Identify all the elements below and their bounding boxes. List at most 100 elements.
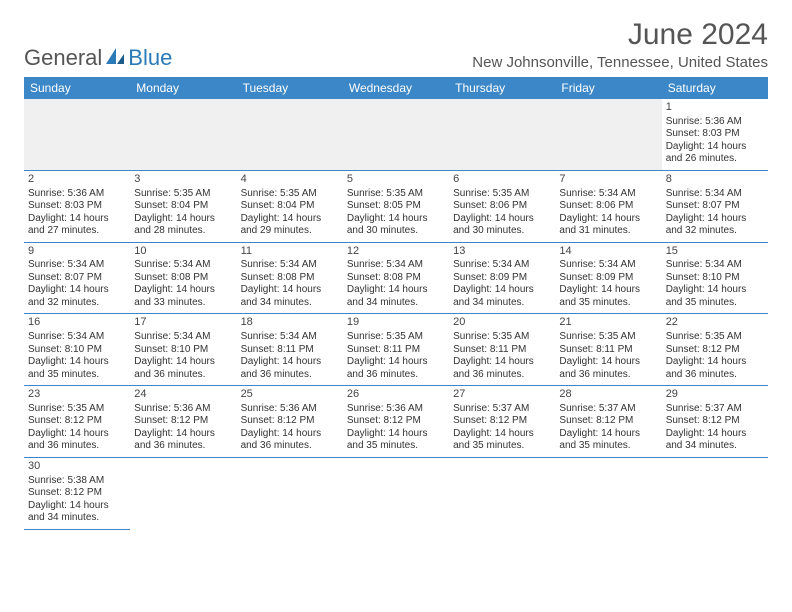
sunrise-line: Sunrise: 5:37 AM xyxy=(666,403,764,416)
calendar-row: 9Sunrise: 5:34 AMSunset: 8:07 PMDaylight… xyxy=(24,242,768,314)
calendar-cell: 6Sunrise: 5:35 AMSunset: 8:06 PMDaylight… xyxy=(449,170,555,242)
sunset-line: Sunset: 8:05 PM xyxy=(347,200,445,213)
daylight-line: Daylight: 14 hours and 36 minutes. xyxy=(134,428,232,453)
sunset-line: Sunset: 8:03 PM xyxy=(28,200,126,213)
calendar-cell xyxy=(130,99,236,170)
sunrise-line: Sunrise: 5:35 AM xyxy=(453,188,551,201)
daylight-line: Daylight: 14 hours and 31 minutes. xyxy=(559,213,657,238)
calendar-cell: 16Sunrise: 5:34 AMSunset: 8:10 PMDayligh… xyxy=(24,314,130,386)
logo-text-blue: Blue xyxy=(128,45,172,71)
calendar-cell: 28Sunrise: 5:37 AMSunset: 8:12 PMDayligh… xyxy=(555,386,661,458)
calendar-row: 30Sunrise: 5:38 AMSunset: 8:12 PMDayligh… xyxy=(24,457,768,529)
calendar-cell: 18Sunrise: 5:34 AMSunset: 8:11 PMDayligh… xyxy=(237,314,343,386)
sunrise-line: Sunrise: 5:34 AM xyxy=(666,188,764,201)
sunset-line: Sunset: 8:11 PM xyxy=(453,344,551,357)
calendar-cell: 7Sunrise: 5:34 AMSunset: 8:06 PMDaylight… xyxy=(555,170,661,242)
sunset-line: Sunset: 8:12 PM xyxy=(666,344,764,357)
sunrise-line: Sunrise: 5:34 AM xyxy=(28,331,126,344)
calendar-cell: 24Sunrise: 5:36 AMSunset: 8:12 PMDayligh… xyxy=(130,386,236,458)
location-text: New Johnsonville, Tennessee, United Stat… xyxy=(472,54,768,71)
calendar-row: 16Sunrise: 5:34 AMSunset: 8:10 PMDayligh… xyxy=(24,314,768,386)
calendar-cell: 20Sunrise: 5:35 AMSunset: 8:11 PMDayligh… xyxy=(449,314,555,386)
title-block: June 2024 New Johnsonville, Tennessee, U… xyxy=(472,18,768,71)
calendar-row: 1Sunrise: 5:36 AMSunset: 8:03 PMDaylight… xyxy=(24,99,768,170)
day-number: 27 xyxy=(453,388,551,402)
sunrise-line: Sunrise: 5:35 AM xyxy=(453,331,551,344)
calendar-cell: 13Sunrise: 5:34 AMSunset: 8:09 PMDayligh… xyxy=(449,242,555,314)
calendar-cell xyxy=(449,457,555,529)
day-number: 28 xyxy=(559,388,657,402)
daylight-line: Daylight: 14 hours and 34 minutes. xyxy=(347,284,445,309)
calendar-cell: 23Sunrise: 5:35 AMSunset: 8:12 PMDayligh… xyxy=(24,386,130,458)
calendar-cell: 19Sunrise: 5:35 AMSunset: 8:11 PMDayligh… xyxy=(343,314,449,386)
day-number: 23 xyxy=(28,388,126,402)
day-number: 16 xyxy=(28,316,126,330)
day-number: 21 xyxy=(559,316,657,330)
daylight-line: Daylight: 14 hours and 36 minutes. xyxy=(134,356,232,381)
daylight-line: Daylight: 14 hours and 34 minutes. xyxy=(453,284,551,309)
sunrise-line: Sunrise: 5:34 AM xyxy=(134,259,232,272)
daylight-line: Daylight: 14 hours and 35 minutes. xyxy=(347,428,445,453)
calendar-cell: 3Sunrise: 5:35 AMSunset: 8:04 PMDaylight… xyxy=(130,170,236,242)
day-header: Sunday xyxy=(24,77,130,99)
calendar-cell: 25Sunrise: 5:36 AMSunset: 8:12 PMDayligh… xyxy=(237,386,343,458)
daylight-line: Daylight: 14 hours and 36 minutes. xyxy=(347,356,445,381)
day-number: 24 xyxy=(134,388,232,402)
calendar-cell: 10Sunrise: 5:34 AMSunset: 8:08 PMDayligh… xyxy=(130,242,236,314)
day-number: 1 xyxy=(666,101,764,115)
page-header: General Blue June 2024 New Johnsonville,… xyxy=(24,18,768,71)
sunrise-line: Sunrise: 5:35 AM xyxy=(241,188,339,201)
sunset-line: Sunset: 8:10 PM xyxy=(134,344,232,357)
logo: General Blue xyxy=(24,45,172,71)
calendar-cell: 5Sunrise: 5:35 AMSunset: 8:05 PMDaylight… xyxy=(343,170,449,242)
day-header: Thursday xyxy=(449,77,555,99)
sunset-line: Sunset: 8:04 PM xyxy=(134,200,232,213)
daylight-line: Daylight: 14 hours and 32 minutes. xyxy=(28,284,126,309)
day-number: 30 xyxy=(28,460,126,474)
sunset-line: Sunset: 8:06 PM xyxy=(559,200,657,213)
sunrise-line: Sunrise: 5:35 AM xyxy=(666,331,764,344)
daylight-line: Daylight: 14 hours and 28 minutes. xyxy=(134,213,232,238)
sunrise-line: Sunrise: 5:35 AM xyxy=(134,188,232,201)
day-number: 12 xyxy=(347,245,445,259)
sunset-line: Sunset: 8:11 PM xyxy=(241,344,339,357)
logo-text-general: General xyxy=(24,45,102,71)
calendar-cell xyxy=(24,99,130,170)
sunset-line: Sunset: 8:10 PM xyxy=(666,272,764,285)
day-number: 17 xyxy=(134,316,232,330)
sunset-line: Sunset: 8:09 PM xyxy=(453,272,551,285)
sunrise-line: Sunrise: 5:34 AM xyxy=(28,259,126,272)
sunset-line: Sunset: 8:12 PM xyxy=(347,415,445,428)
sunrise-line: Sunrise: 5:34 AM xyxy=(241,259,339,272)
calendar-cell xyxy=(343,457,449,529)
calendar-cell: 14Sunrise: 5:34 AMSunset: 8:09 PMDayligh… xyxy=(555,242,661,314)
daylight-line: Daylight: 14 hours and 35 minutes. xyxy=(666,284,764,309)
daylight-line: Daylight: 14 hours and 35 minutes. xyxy=(559,284,657,309)
daylight-line: Daylight: 14 hours and 34 minutes. xyxy=(28,500,126,525)
daylight-line: Daylight: 14 hours and 26 minutes. xyxy=(666,141,764,166)
day-number: 15 xyxy=(666,245,764,259)
daylight-line: Daylight: 14 hours and 36 minutes. xyxy=(453,356,551,381)
day-header: Friday xyxy=(555,77,661,99)
sunrise-line: Sunrise: 5:36 AM xyxy=(28,188,126,201)
day-number: 13 xyxy=(453,245,551,259)
day-number: 20 xyxy=(453,316,551,330)
day-number: 4 xyxy=(241,173,339,187)
daylight-line: Daylight: 14 hours and 36 minutes. xyxy=(241,428,339,453)
daylight-line: Daylight: 14 hours and 35 minutes. xyxy=(559,428,657,453)
calendar-cell: 26Sunrise: 5:36 AMSunset: 8:12 PMDayligh… xyxy=(343,386,449,458)
sunrise-line: Sunrise: 5:36 AM xyxy=(666,116,764,129)
sunrise-line: Sunrise: 5:36 AM xyxy=(134,403,232,416)
sunrise-line: Sunrise: 5:34 AM xyxy=(134,331,232,344)
sunrise-line: Sunrise: 5:36 AM xyxy=(241,403,339,416)
calendar-cell: 30Sunrise: 5:38 AMSunset: 8:12 PMDayligh… xyxy=(24,457,130,529)
calendar-cell xyxy=(343,99,449,170)
calendar-cell xyxy=(237,457,343,529)
sunset-line: Sunset: 8:11 PM xyxy=(347,344,445,357)
calendar-cell: 9Sunrise: 5:34 AMSunset: 8:07 PMDaylight… xyxy=(24,242,130,314)
calendar-row: 2Sunrise: 5:36 AMSunset: 8:03 PMDaylight… xyxy=(24,170,768,242)
sunset-line: Sunset: 8:12 PM xyxy=(559,415,657,428)
sunset-line: Sunset: 8:11 PM xyxy=(559,344,657,357)
calendar-header: SundayMondayTuesdayWednesdayThursdayFrid… xyxy=(24,77,768,99)
sunrise-line: Sunrise: 5:34 AM xyxy=(559,188,657,201)
